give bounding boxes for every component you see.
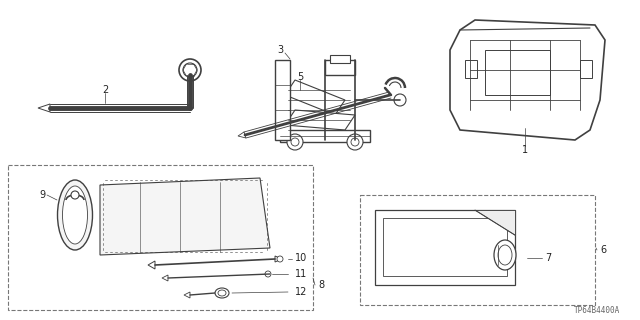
Polygon shape (184, 292, 190, 298)
Text: 11: 11 (295, 269, 307, 279)
Text: 8: 8 (318, 280, 324, 290)
Bar (383, 218, 507, 276)
Ellipse shape (215, 288, 229, 298)
Circle shape (351, 138, 359, 146)
Bar (8, 165, 313, 310)
Polygon shape (375, 210, 515, 285)
Text: 5: 5 (297, 72, 303, 82)
Ellipse shape (58, 180, 93, 250)
Text: 7: 7 (545, 253, 551, 263)
Polygon shape (100, 178, 270, 255)
Circle shape (347, 134, 363, 150)
Text: 1: 1 (522, 145, 528, 155)
Ellipse shape (183, 63, 197, 77)
Circle shape (265, 271, 271, 277)
Bar (360, 195, 595, 305)
Text: 9: 9 (39, 190, 45, 200)
Circle shape (71, 191, 79, 199)
Bar (275, 60, 290, 140)
Ellipse shape (63, 186, 88, 244)
Polygon shape (38, 104, 50, 112)
Circle shape (394, 94, 406, 106)
Ellipse shape (179, 59, 201, 81)
Polygon shape (275, 256, 282, 262)
Ellipse shape (494, 240, 516, 270)
Polygon shape (285, 110, 355, 130)
Polygon shape (148, 261, 155, 269)
Polygon shape (238, 132, 246, 138)
Bar (465, 60, 477, 78)
Circle shape (291, 138, 299, 146)
Text: 10: 10 (295, 253, 307, 263)
Bar (485, 50, 550, 95)
Bar (325, 60, 355, 75)
Bar (580, 60, 592, 78)
Text: 6: 6 (600, 245, 606, 255)
Bar (330, 55, 350, 63)
Bar (280, 130, 370, 142)
Polygon shape (162, 275, 168, 281)
Ellipse shape (218, 290, 226, 296)
Text: 12: 12 (295, 287, 307, 297)
Text: 2: 2 (102, 85, 108, 95)
Polygon shape (285, 80, 345, 115)
Text: 3: 3 (277, 45, 283, 55)
Polygon shape (450, 20, 605, 140)
Ellipse shape (498, 245, 512, 265)
Polygon shape (475, 210, 515, 235)
Circle shape (277, 256, 283, 262)
Text: TP64B4400A: TP64B4400A (573, 306, 620, 315)
Circle shape (287, 134, 303, 150)
